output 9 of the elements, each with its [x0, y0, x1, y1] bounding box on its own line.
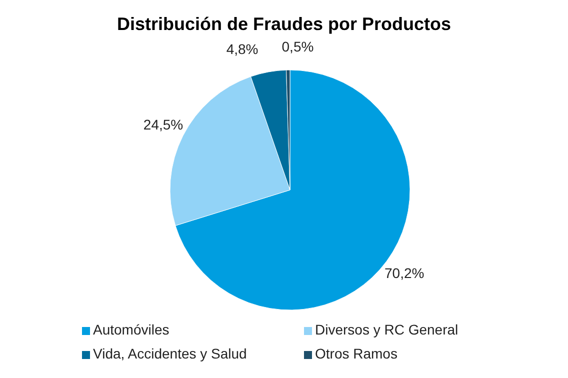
legend-label: Vida, Accidentes y Salud [93, 346, 247, 362]
data-label: 24,5% [143, 116, 184, 133]
data-label: 0,5% [282, 38, 314, 55]
data-label: 70,2% [384, 264, 424, 281]
legend-label: Automóviles [93, 322, 170, 338]
data-label: 4,8% [226, 41, 258, 58]
chart-title: Distribución de Fraudes por Productos [116, 14, 452, 34]
legend-label: Diversos y RC General [315, 322, 458, 338]
legend-label: Otros Ramos [315, 346, 398, 362]
